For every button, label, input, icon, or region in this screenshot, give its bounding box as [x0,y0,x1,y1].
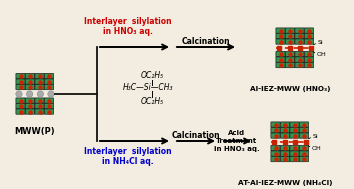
FancyBboxPatch shape [44,103,53,109]
FancyBboxPatch shape [295,28,304,33]
FancyBboxPatch shape [35,103,44,109]
Text: Interlayer  silylation: Interlayer silylation [84,18,172,26]
FancyBboxPatch shape [285,62,295,68]
FancyBboxPatch shape [304,51,314,57]
Circle shape [27,91,33,97]
FancyBboxPatch shape [276,57,285,62]
FancyBboxPatch shape [44,84,53,90]
FancyBboxPatch shape [276,51,285,57]
Text: Calcination: Calcination [182,36,230,46]
FancyBboxPatch shape [25,79,35,84]
FancyBboxPatch shape [25,109,35,114]
FancyBboxPatch shape [276,28,285,33]
FancyBboxPatch shape [295,51,304,57]
FancyBboxPatch shape [304,39,314,44]
FancyBboxPatch shape [290,151,299,156]
Text: Acid: Acid [228,130,246,136]
Text: OC₂H₅: OC₂H₅ [141,71,164,81]
FancyBboxPatch shape [271,133,280,138]
Text: in HNO₃ aq.: in HNO₃ aq. [103,26,153,36]
FancyBboxPatch shape [295,62,304,68]
Circle shape [16,91,22,97]
FancyBboxPatch shape [16,98,25,103]
FancyBboxPatch shape [280,133,290,138]
FancyBboxPatch shape [271,127,280,133]
Text: OH: OH [312,146,322,151]
FancyBboxPatch shape [16,109,25,114]
FancyBboxPatch shape [44,98,53,103]
FancyBboxPatch shape [299,156,309,162]
Text: H₃C—Si—CH₃: H₃C—Si—CH₃ [123,84,173,92]
Circle shape [37,91,44,97]
Text: in HNO₃ aq.: in HNO₃ aq. [214,146,260,152]
FancyBboxPatch shape [280,151,290,156]
FancyBboxPatch shape [44,73,53,79]
FancyBboxPatch shape [285,33,295,39]
FancyBboxPatch shape [25,73,35,79]
FancyBboxPatch shape [299,151,309,156]
FancyBboxPatch shape [25,103,35,109]
FancyBboxPatch shape [295,57,304,62]
FancyBboxPatch shape [285,57,295,62]
Text: Interlayer  silylation: Interlayer silylation [84,147,172,156]
FancyBboxPatch shape [299,127,309,133]
FancyBboxPatch shape [299,122,309,127]
FancyBboxPatch shape [16,73,25,79]
FancyBboxPatch shape [290,127,299,133]
FancyBboxPatch shape [285,28,295,33]
FancyBboxPatch shape [44,109,53,114]
FancyBboxPatch shape [299,133,309,138]
FancyBboxPatch shape [304,33,314,39]
FancyBboxPatch shape [280,145,290,151]
FancyBboxPatch shape [304,28,314,33]
FancyBboxPatch shape [35,84,44,90]
FancyBboxPatch shape [295,33,304,39]
FancyBboxPatch shape [285,39,295,44]
Text: Al-IEZ-MWW (HNO₃): Al-IEZ-MWW (HNO₃) [250,86,330,92]
FancyBboxPatch shape [271,122,280,127]
FancyBboxPatch shape [35,98,44,103]
FancyBboxPatch shape [290,145,299,151]
FancyBboxPatch shape [276,39,285,44]
FancyBboxPatch shape [271,145,280,151]
Circle shape [48,91,54,97]
Text: in NH₄Cl aq.: in NH₄Cl aq. [102,156,154,166]
Text: MWW(P): MWW(P) [15,127,55,136]
Text: Si: Si [313,134,319,139]
FancyBboxPatch shape [271,156,280,162]
FancyBboxPatch shape [16,84,25,90]
FancyBboxPatch shape [44,79,53,84]
FancyBboxPatch shape [285,51,295,57]
FancyBboxPatch shape [25,84,35,90]
FancyBboxPatch shape [295,39,304,44]
FancyBboxPatch shape [290,133,299,138]
FancyBboxPatch shape [299,145,309,151]
FancyBboxPatch shape [290,156,299,162]
FancyBboxPatch shape [290,122,299,127]
Text: OH: OH [317,52,327,57]
FancyBboxPatch shape [280,122,290,127]
Text: AT-Al-IEZ-MWW (NH₄Cl): AT-Al-IEZ-MWW (NH₄Cl) [238,180,332,186]
FancyBboxPatch shape [16,79,25,84]
Text: OC₂H₅: OC₂H₅ [141,97,164,105]
FancyBboxPatch shape [16,103,25,109]
FancyBboxPatch shape [276,33,285,39]
FancyBboxPatch shape [35,79,44,84]
FancyBboxPatch shape [25,98,35,103]
Text: Treatment: Treatment [216,138,258,144]
FancyBboxPatch shape [271,151,280,156]
Text: Si: Si [318,40,324,45]
Text: Calcination: Calcination [172,130,220,139]
FancyBboxPatch shape [35,109,44,114]
FancyBboxPatch shape [276,62,285,68]
FancyBboxPatch shape [280,156,290,162]
FancyBboxPatch shape [304,62,314,68]
FancyBboxPatch shape [280,127,290,133]
FancyBboxPatch shape [304,57,314,62]
FancyBboxPatch shape [35,73,44,79]
